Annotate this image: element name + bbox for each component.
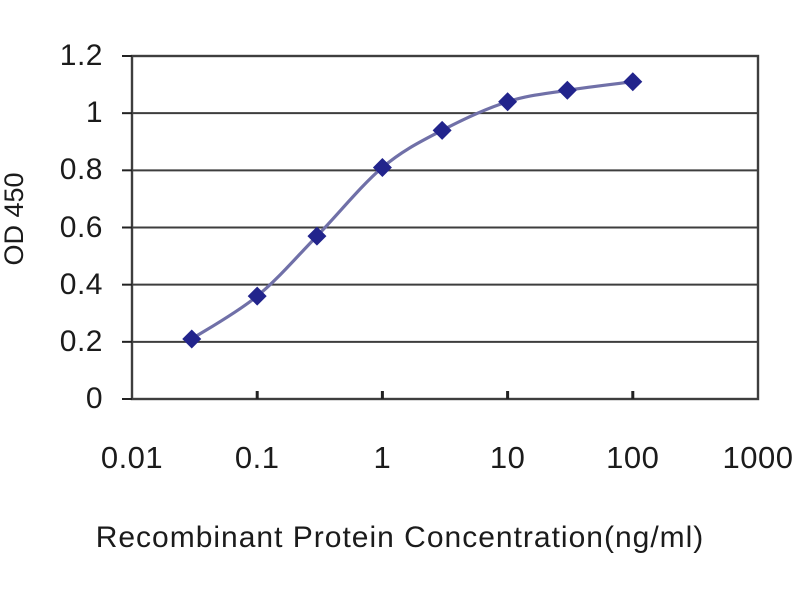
y-tick-label: 0.2 xyxy=(59,324,103,358)
x-axis-title: Recombinant Protein Concentration(ng/ml) xyxy=(95,521,705,554)
y-tick-label: 0.8 xyxy=(59,153,103,187)
y-tick-label: 0.4 xyxy=(59,267,103,301)
data-point-marker xyxy=(247,286,267,306)
y-tick-label: 1 xyxy=(85,96,103,130)
y-tick-label: 0.6 xyxy=(59,210,103,244)
y-axis-title: OD 450 xyxy=(0,172,29,266)
data-point-marker xyxy=(498,92,518,112)
data-point-marker xyxy=(372,157,392,177)
data-point-marker xyxy=(432,120,452,140)
x-tick-label: 0.1 xyxy=(234,440,280,475)
y-tick-label: 1.2 xyxy=(59,39,103,72)
data-point-marker xyxy=(182,329,202,349)
x-tick-label: 1000 xyxy=(722,440,794,475)
data-point-marker xyxy=(623,72,643,92)
x-tick-label: 10 xyxy=(489,440,526,475)
x-tick-label: 0.01 xyxy=(100,440,164,475)
data-point-marker xyxy=(307,226,327,246)
x-tick-label: 100 xyxy=(606,440,660,475)
data-point-marker xyxy=(557,80,577,100)
x-tick-label: 1 xyxy=(373,440,392,475)
y-tick-label: 0 xyxy=(85,382,103,415)
